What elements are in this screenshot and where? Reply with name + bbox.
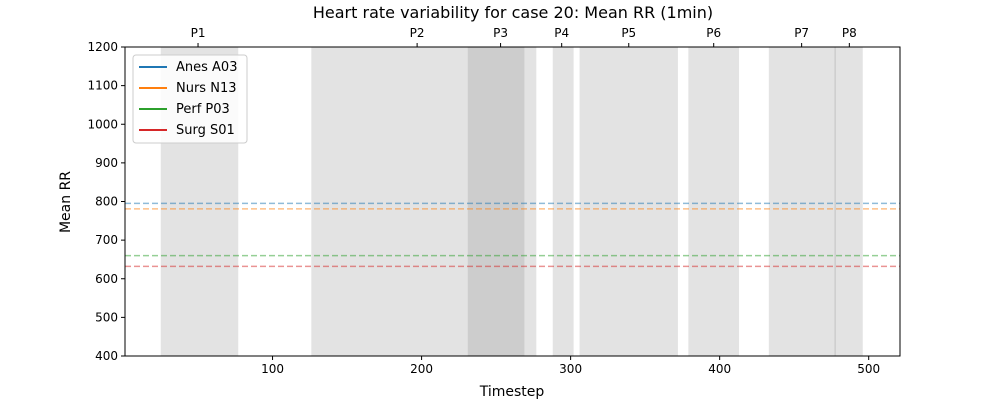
phase-label-p7: P7	[794, 26, 809, 40]
series-lines	[125, 202, 900, 268]
y-tick-label: 500	[95, 310, 118, 324]
axes: 100 200 300 400 500 400 500 600 700 800 900 1000 110…	[87, 40, 901, 376]
phase-band-p5	[579, 47, 678, 356]
legend: Anes A03 Nurs N13 Perf P03 Surg S01	[132, 54, 248, 144]
y-tick-label: 1100	[87, 79, 118, 93]
y-tick-label: 1200	[87, 40, 118, 54]
phase-band-p4	[552, 47, 574, 356]
phase-label-p3: P3	[493, 26, 508, 40]
legend-label: Anes A03	[176, 60, 237, 75]
phase-label-p1: P1	[191, 26, 206, 40]
phase-label-p4: P4	[554, 26, 569, 40]
legend-box	[132, 54, 248, 144]
phase-label-p5: P5	[621, 26, 636, 40]
phase-labels: P1 P2 P3 P4 P5 P6 P7 P8	[191, 26, 857, 47]
y-tick-label: 1000	[87, 117, 118, 131]
phase-band-p6	[688, 47, 740, 356]
y-tick-label: 900	[95, 156, 118, 170]
x-tick-label: 500	[857, 362, 880, 376]
phase-band-p3	[467, 47, 537, 356]
legend-label: Nurs N13	[176, 81, 236, 96]
legend-label: Perf P03	[176, 102, 230, 117]
phase-shading	[160, 47, 863, 356]
x-tick-label: 300	[559, 362, 582, 376]
phase-band-p8	[834, 47, 863, 356]
y-axis-label: Mean RR	[58, 171, 74, 233]
legend-label: Surg S01	[176, 123, 235, 138]
phase-band-p7	[768, 47, 836, 356]
chart-title: Heart rate variability for case 20: Mean…	[313, 3, 713, 22]
y-tick-label: 600	[95, 272, 118, 286]
phase-label-p6: P6	[706, 26, 721, 40]
x-tick-label: 400	[708, 362, 731, 376]
x-axis-label: Timestep	[479, 384, 545, 400]
phase-label-p2: P2	[410, 26, 425, 40]
x-tick-label: 200	[410, 362, 433, 376]
x-tick-label: 100	[261, 362, 284, 376]
y-tick-label: 800	[95, 195, 118, 209]
y-tick-label: 400	[95, 349, 118, 363]
phase-band-p2	[311, 47, 525, 356]
phase-label-p8: P8	[842, 26, 857, 40]
y-tick-label: 700	[95, 233, 118, 247]
